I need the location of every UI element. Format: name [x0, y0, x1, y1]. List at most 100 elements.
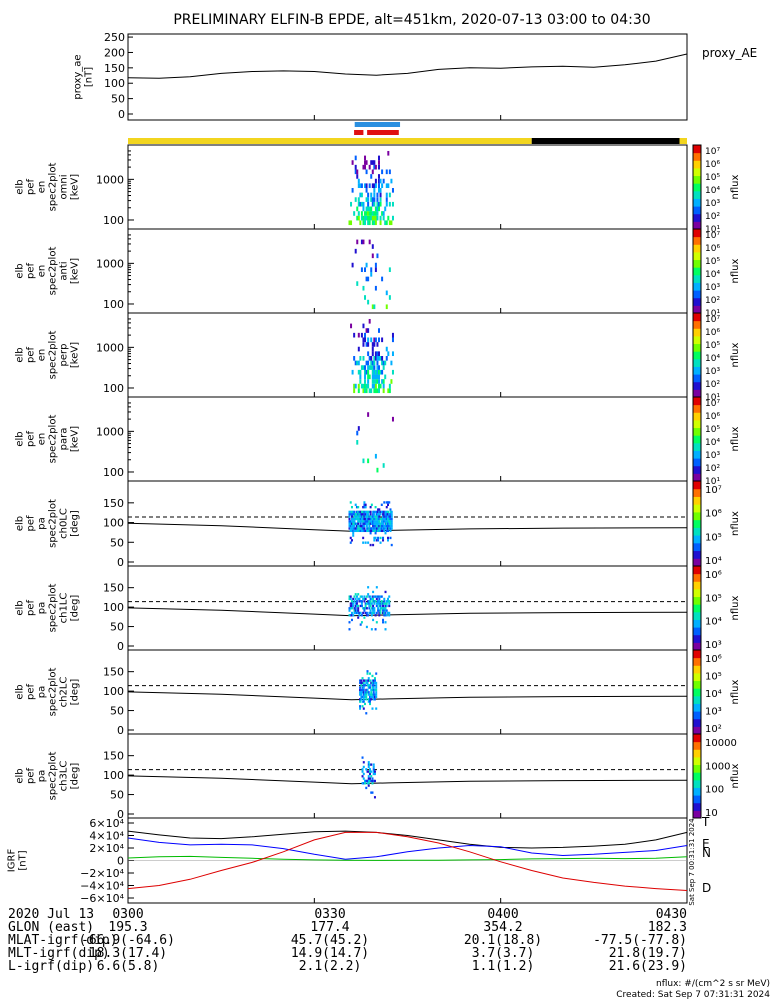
pa_ch2-colorbar-seg — [693, 726, 701, 735]
igrf-line-T — [127, 830, 688, 849]
pa_ch1-cell — [384, 628, 387, 631]
en_omni-cell — [379, 197, 382, 202]
pa_ch2-cell — [359, 681, 362, 685]
pa_ch0-cell — [383, 524, 386, 528]
pa_ch0-cell — [348, 524, 351, 528]
en_perp-cell — [373, 374, 376, 380]
en_perp-cell — [364, 332, 367, 338]
en_anti-ylabel-5: [keV] — [70, 258, 81, 284]
pa_ch1-cell — [373, 607, 376, 610]
en_omni-cell — [354, 164, 357, 170]
pa_ch1-cell — [372, 595, 375, 598]
pa_ch3-cells — [361, 756, 376, 799]
en_omni-cell — [373, 160, 376, 165]
pa_ch1-colorbar-seg — [693, 596, 701, 605]
pa_ch1-cell — [363, 616, 366, 619]
pa_ch2-cell — [370, 688, 373, 692]
en_perp-cell — [373, 356, 376, 361]
pa_ch1-cell — [355, 595, 358, 598]
igrf-legend-E: E — [702, 837, 710, 851]
pa_ch1-cell — [375, 611, 378, 615]
pa_ch1-ylabel-0: elb — [15, 600, 26, 615]
en_perp-cell — [371, 369, 374, 375]
en_perp-cell — [373, 379, 376, 384]
pa_ch2-cell — [368, 698, 371, 701]
pa_ch0-cell — [372, 522, 375, 525]
en_perp-cell — [376, 374, 379, 380]
en_omni-colorbar-seg — [693, 167, 701, 177]
pa_ch0-cell — [350, 524, 353, 528]
pa_ch0-cell — [349, 522, 352, 525]
en_perp-colorbar: 10⁷ 10⁶ 10⁵ 10⁴ 10³ 10² 10¹ nflux — [692, 312, 741, 403]
footer-value: 45.7(45.2) — [291, 933, 369, 948]
pa_ch0-cell — [377, 539, 380, 542]
pa_ch1-ytick-label: 50 — [110, 621, 124, 634]
pa_ch0-cell — [387, 527, 390, 530]
pa_ch0-cell — [383, 515, 386, 518]
pa_ch0-cell — [352, 534, 355, 537]
pa_ch0-cell — [364, 510, 367, 514]
pa_ch0-cell — [369, 522, 372, 525]
en_perp-cell — [367, 369, 370, 375]
pa_ch1-cell — [384, 621, 387, 624]
pa_ch3-cell — [361, 768, 364, 771]
pa_ch1-cell — [354, 607, 357, 610]
en_omni-cell — [373, 183, 376, 189]
en_anti-cell — [365, 276, 368, 282]
en_omni-cell — [374, 220, 377, 226]
pa_ch0-cell — [383, 520, 386, 523]
pa_ch1-cell — [384, 604, 387, 608]
igrf-legend-N: N — [702, 846, 711, 860]
pa_ch0-cell — [385, 522, 388, 525]
pa_ch2-ylabel-5: [deg] — [70, 679, 81, 706]
en_perp-cell — [391, 351, 394, 357]
pa_ch1-cell — [350, 607, 353, 610]
en_anti-cell — [374, 267, 377, 273]
pa_ch0-cell — [383, 510, 386, 514]
pa_ch0-cell — [384, 513, 387, 516]
en_perp-cell — [374, 351, 377, 357]
pa_ch1-frame — [127, 565, 688, 651]
pa_ch3-cell — [361, 782, 364, 785]
pa_ch1-cell — [369, 600, 372, 603]
proxy-ae-ytick-label: 50 — [111, 93, 125, 106]
en_omni-cell — [368, 164, 371, 170]
pa_ch1-cell — [385, 602, 388, 605]
pa_ch1-cell — [369, 609, 372, 612]
en_perp-cell — [362, 337, 365, 343]
pa_ch2-ylabel-3: spec2plot — [48, 668, 59, 717]
pa_ch0-cell — [389, 513, 392, 516]
chart-title: PRELIMINARY ELFIN-B EPDE, alt=451km, 202… — [173, 12, 650, 28]
pa_ch1-cell — [384, 607, 387, 610]
en_anti-cell — [374, 285, 377, 291]
en_omni-cell — [376, 197, 379, 202]
pa_ch0-cell — [349, 510, 352, 514]
en_perp-cell — [367, 351, 370, 357]
pa_ch2-cell — [365, 695, 368, 699]
en_perp-cell — [371, 351, 374, 357]
en_omni-ytick-label: 1000 — [96, 173, 124, 186]
pa_ch3-colorbar-tick: 1000 — [705, 761, 730, 772]
en_omni-cell — [371, 201, 374, 207]
pa_ch1-cell — [364, 607, 367, 610]
pa_ch0-cell — [350, 513, 353, 516]
en_perp-cell — [376, 342, 379, 347]
pa_ch0-cell — [377, 517, 380, 521]
pa_ch1-colorbar-tick: 10⁴ — [705, 617, 722, 628]
pa_ch1-colorbar-seg — [693, 619, 701, 628]
en_anti-cell — [368, 239, 371, 245]
en_perp-colorbar-seg — [693, 381, 701, 390]
pa_ch3-cell — [371, 791, 374, 794]
pa_ch1-ylabel-1: pef — [26, 600, 37, 617]
pa_ch0-cell — [385, 510, 388, 514]
pa_ch1-cell — [370, 611, 373, 615]
pa_ch2-cell — [367, 684, 370, 687]
pa_ch0-cell — [359, 529, 362, 533]
pa_ch1-cell — [378, 611, 381, 615]
pa_ch0-cell — [373, 529, 376, 533]
pa_ch1-cell — [372, 609, 375, 612]
en_perp-cell — [374, 337, 377, 343]
en_perp-ytick-label: 1000 — [96, 341, 124, 354]
pa_ch3-cell — [368, 763, 371, 766]
